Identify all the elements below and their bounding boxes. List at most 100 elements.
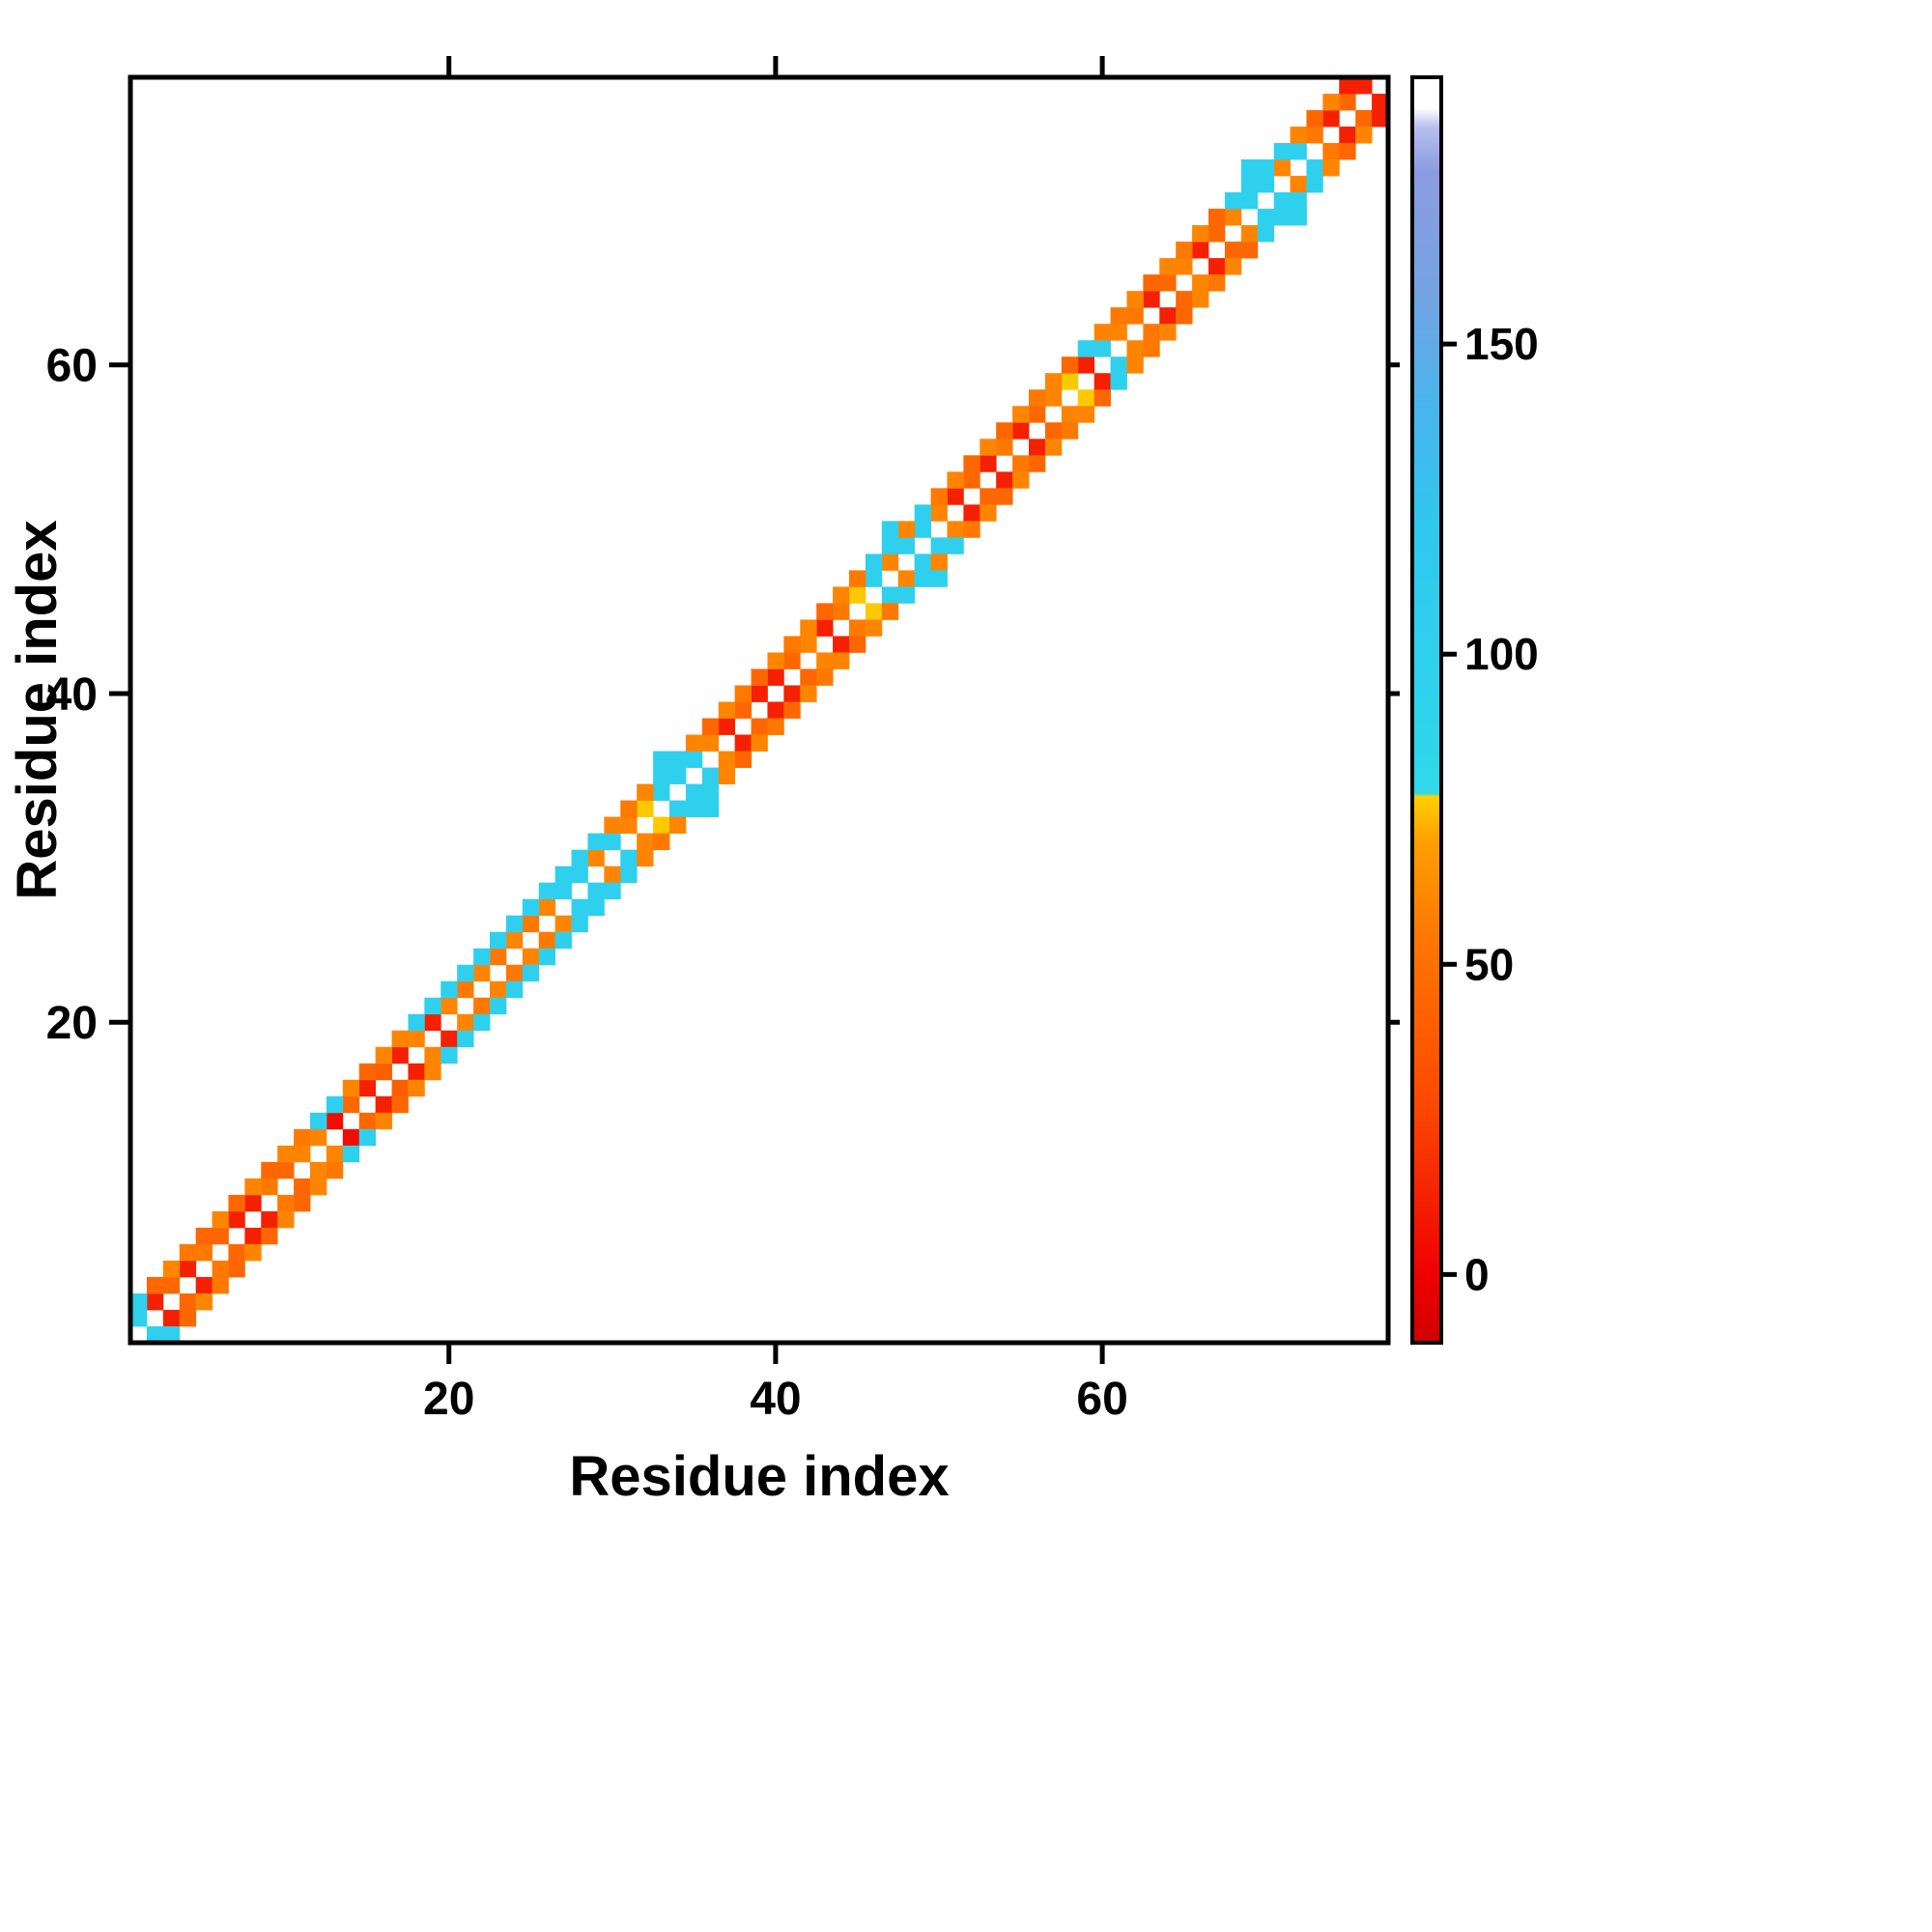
heatmap-cell — [1273, 192, 1291, 210]
heatmap-cell — [130, 1309, 148, 1327]
heatmap-cell — [522, 898, 540, 917]
heatmap-cell — [1012, 471, 1030, 489]
heatmap-cell — [1322, 94, 1340, 111]
heatmap-cells-layer — [130, 77, 1389, 1344]
heatmap-cell — [490, 948, 507, 966]
heatmap-cell — [1273, 143, 1291, 160]
heatmap-cell — [1322, 143, 1340, 160]
heatmap-cell — [277, 1161, 295, 1179]
heatmap-cell — [1306, 159, 1323, 177]
heatmap-cell — [751, 734, 768, 752]
heatmap-cell — [1290, 127, 1307, 144]
heatmap-cell — [294, 1194, 311, 1212]
heatmap-cell — [734, 751, 752, 768]
heatmap-cell — [620, 816, 638, 834]
heatmap-cell — [1126, 291, 1144, 308]
heatmap-cell — [849, 586, 867, 604]
heatmap-cell — [1110, 324, 1127, 341]
y-tick-label: 40 — [46, 669, 98, 721]
plot-border — [128, 74, 1391, 1346]
heatmap-cell — [1061, 373, 1079, 390]
colorbar-tick-label: 150 — [1464, 319, 1539, 369]
heatmap-cell — [162, 1276, 181, 1294]
heatmap-cell — [457, 1013, 474, 1032]
heatmap-cell — [522, 948, 540, 966]
colorbar-tick-label: 50 — [1464, 939, 1514, 989]
heatmap-cell — [914, 554, 931, 571]
colorbar-ticks-layer: 0 50 100 150 — [1441, 319, 1539, 1299]
heatmap-cell — [408, 1013, 425, 1032]
heatmap-cell — [1044, 422, 1063, 440]
heatmap-cell — [1306, 110, 1323, 128]
heatmap-cell — [604, 882, 621, 900]
heatmap-cell — [391, 1030, 409, 1048]
heatmap-cell — [424, 997, 441, 1015]
heatmap-cell — [490, 997, 507, 1015]
heatmap-cell — [849, 570, 867, 587]
heatmap-cell — [947, 471, 964, 489]
heatmap-cell — [554, 866, 572, 884]
heatmap-cell — [718, 767, 736, 784]
heatmap-cell — [1077, 356, 1095, 374]
heatmap-cell — [1029, 406, 1046, 423]
heatmap-cell — [326, 1095, 344, 1114]
heatmap-cell — [179, 1260, 197, 1278]
heatmap-cell — [1257, 209, 1275, 226]
heatmap-cell — [1176, 242, 1193, 259]
x-tick-label: 60 — [1076, 1374, 1127, 1425]
heatmap-cell — [1290, 192, 1307, 210]
heatmap-cell — [1208, 274, 1226, 292]
heatmap-cell — [571, 915, 588, 933]
heatmap-cell — [1094, 373, 1111, 390]
heatmap-cell — [538, 948, 556, 966]
heatmap-cell — [897, 521, 916, 538]
heatmap-cell — [1159, 307, 1177, 325]
heatmap-cell — [620, 866, 638, 884]
heatmap-cell — [930, 570, 948, 587]
heatmap-cell — [604, 833, 621, 851]
heatmap-cell — [1094, 340, 1111, 357]
heatmap-cell — [179, 1293, 197, 1311]
heatmap-cell — [391, 1079, 409, 1097]
heatmap-cell — [701, 783, 720, 801]
heatmap-cell — [212, 1227, 229, 1245]
heatmap-cell — [1110, 356, 1127, 374]
heatmap-cell — [653, 767, 670, 784]
heatmap-cell — [800, 685, 817, 702]
heatmap-cell — [440, 997, 458, 1015]
heatmap-cell — [783, 701, 801, 719]
heatmap-cell — [849, 636, 867, 653]
heatmap-cell — [505, 964, 524, 982]
heatmap-cell — [440, 1030, 458, 1048]
heatmap-cell — [800, 668, 817, 686]
heatmap-cell — [294, 1178, 311, 1196]
heatmap-cell — [897, 586, 916, 604]
heatmap-cell — [1044, 373, 1063, 390]
heatmap-cell — [1372, 110, 1389, 128]
heatmap-cell — [1044, 389, 1063, 407]
heatmap-cell — [277, 1194, 295, 1212]
heatmap-cell — [505, 980, 524, 999]
heatmap-cell — [310, 1178, 327, 1196]
axis-tick-labels-layer: 20 40 60 20 40 60 — [46, 341, 1128, 1425]
heatmap-cell — [653, 783, 670, 801]
heatmap-cell — [816, 668, 834, 686]
heatmap-cell — [897, 570, 916, 587]
heatmap-cell — [947, 488, 964, 505]
heatmap-cell — [342, 1128, 360, 1147]
heatmap-cell — [490, 931, 507, 950]
heatmap-cell — [326, 1161, 344, 1179]
heatmap-cell — [833, 652, 850, 669]
heatmap-cell — [310, 1128, 327, 1147]
y-axis-label: Residue index — [6, 520, 69, 899]
heatmap-cell — [342, 1095, 360, 1114]
heatmap-cell — [1257, 225, 1275, 242]
heatmap-cell — [1077, 340, 1095, 357]
heatmap-cell — [424, 1063, 441, 1081]
heatmap-cell — [996, 488, 1013, 505]
heatmap-cell — [701, 800, 720, 817]
heatmap-cell — [277, 1145, 295, 1163]
heatmap-cell — [669, 751, 687, 768]
heatmap-cell — [294, 1145, 311, 1163]
